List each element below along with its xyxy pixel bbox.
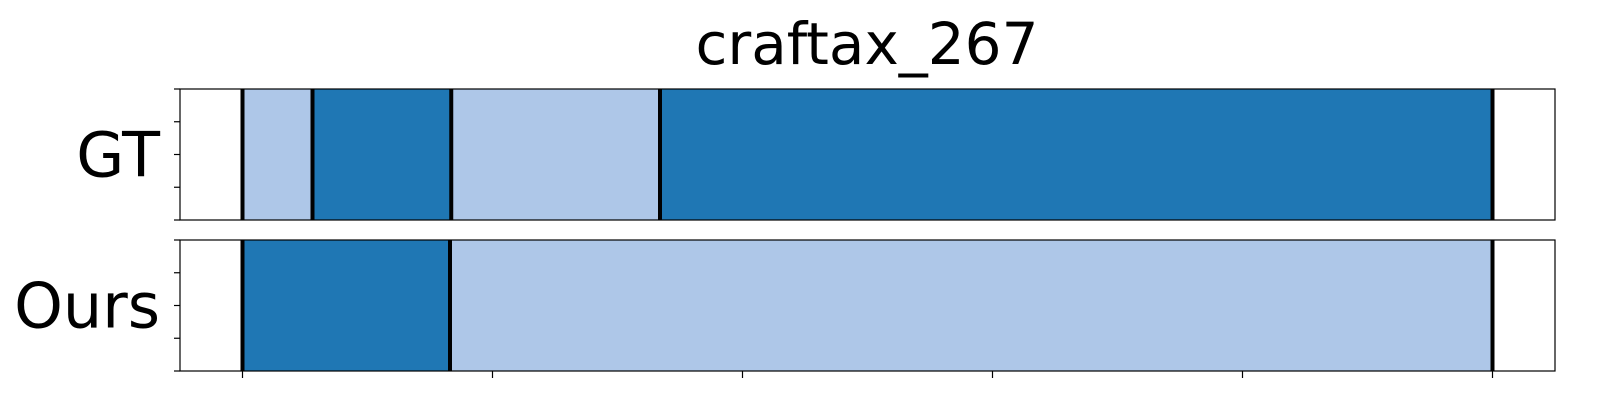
segment-ours-1 xyxy=(450,240,1493,371)
row-label-gt: GT xyxy=(76,119,161,192)
chart-title: craftax_267 xyxy=(696,10,1039,78)
segment-gt-1 xyxy=(312,89,452,220)
panels: GT Ours xyxy=(14,88,1556,378)
segment-gt-0 xyxy=(242,89,313,220)
panel-ours: Ours xyxy=(14,239,1556,378)
segment-gt-3 xyxy=(660,89,1493,220)
panel-gt: GT xyxy=(76,88,1556,221)
segment-gt-2 xyxy=(451,89,660,220)
row-label-ours: Ours xyxy=(14,270,160,343)
segment-ours-0 xyxy=(242,240,450,371)
